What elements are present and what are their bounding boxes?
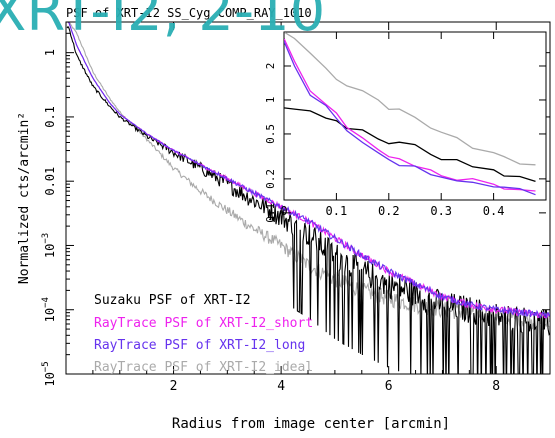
legend-entry-long: RayTrace PSF of XRT-I2_long — [94, 338, 305, 353]
inset-y-tick-label: 0.2 — [264, 169, 277, 189]
inset-y-tick-label-group: 0.1 — [264, 203, 277, 223]
inset-y-tick-label: 2 — [264, 63, 277, 70]
y-tick-label-group: 1 — [43, 49, 57, 56]
inset-x-tick-label: 0.3 — [430, 204, 452, 218]
y-tick-label-group: 0.1 — [43, 106, 57, 128]
x-tick-label: 4 — [277, 379, 285, 394]
inset-x-tick-label: 0.4 — [483, 204, 505, 218]
y-tick-label: 0.01 — [43, 167, 57, 196]
y-tick-label: 10−3 — [41, 233, 57, 258]
chart-title: PSF of XRT-I2 SS_Cyg COMP_RAY_1010 — [66, 6, 312, 20]
x-tick-label: 6 — [385, 379, 393, 394]
x-tick-label: 2 — [170, 379, 178, 394]
inset-series-line-long — [284, 41, 536, 196]
y-tick-label-group: 0.01 — [43, 167, 57, 196]
inset-y-tick-label-group: 0.5 — [264, 124, 277, 144]
inset-series-line-short — [284, 38, 536, 192]
legend: Suzaku PSF of XRT-I2 RayTrace PSF of XRT… — [94, 293, 313, 375]
y-tick-label: 10−4 — [41, 297, 57, 322]
legend-entry-ideal: RayTrace PSF of XRT-I2_ideal — [94, 360, 313, 375]
y-tick-exponent: −3 — [41, 233, 51, 244]
legend-entry-short: RayTrace PSF of XRT-I2_short — [94, 316, 313, 331]
x-axis-label: Radius from image center [arcmin] — [172, 416, 450, 432]
series-line-long — [67, 22, 550, 319]
x-tick-label: 8 — [492, 379, 500, 394]
y-axis-label: Normalized cts/arcmin² — [17, 112, 32, 284]
series-line-suzaku — [66, 25, 550, 374]
y-tick-label-group: 10−4 — [41, 297, 57, 322]
inset-x-tick-label: 0.1 — [326, 204, 348, 218]
inset-y-tick-label-group: 0.2 — [264, 169, 277, 189]
inset-plot-frame — [283, 31, 547, 201]
inset-y-tick-label: 0.1 — [264, 203, 277, 223]
y-tick-exponent: −5 — [41, 361, 51, 372]
inset-series-line-suzaku — [284, 107, 536, 183]
y-tick-label: 10−5 — [41, 361, 57, 386]
inset-x-tick-label: 0.2 — [378, 204, 400, 218]
inset-x-tick-label: 0 — [280, 204, 287, 218]
y-tick-label: 0.1 — [43, 106, 57, 128]
inset-y-tick-label: 1 — [264, 97, 277, 104]
inset-series-line-ideal — [284, 32, 536, 166]
inset-y-tick-label: 0.5 — [264, 124, 277, 144]
inset-y-tick-label-group: 1 — [264, 97, 277, 104]
y-tick-label-group: 10−3 — [41, 233, 57, 258]
y-tick-exponent: −4 — [41, 297, 51, 308]
y-tick-label: 1 — [43, 49, 57, 56]
overlay-caption: XRT-I2, 2-10 — [0, 0, 325, 44]
legend-entry-suzaku: Suzaku PSF of XRT-I2 — [94, 293, 251, 308]
y-tick-label-group: 10−5 — [41, 361, 57, 386]
inset-y-tick-label-group: 2 — [264, 63, 277, 70]
